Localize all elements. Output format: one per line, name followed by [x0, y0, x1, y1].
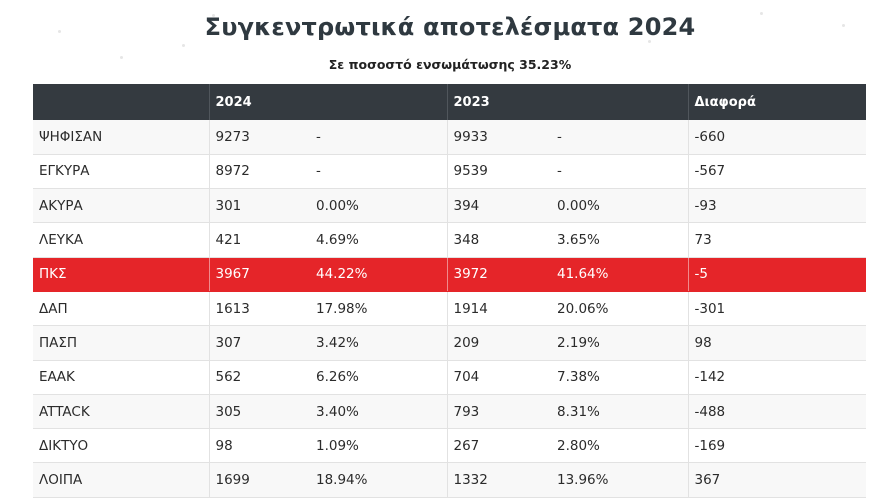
votes-2023: 9933	[446, 120, 551, 155]
table-row: ATTACK 305 3.40% 793 8.31% -488	[33, 394, 866, 430]
difference: -5	[687, 257, 866, 292]
difference: -142	[687, 360, 866, 395]
table-row: ΛΕΥΚΑ 421 4.69% 348 3.65% 73	[33, 222, 866, 258]
row-label: ΠΑΣΠ	[33, 325, 209, 361]
background-speck	[596, 21, 599, 24]
percent-2023: 41.64%	[551, 257, 688, 292]
votes-2023: 9539	[446, 154, 551, 190]
row-label: ΑΚΥΡΑ	[33, 188, 209, 224]
header-label	[33, 84, 209, 120]
votes-2024: 1699	[208, 462, 310, 498]
percent-2024: 1.09%	[310, 428, 447, 464]
background-speck	[212, 14, 215, 17]
percent-2024: 18.94%	[310, 462, 447, 498]
percent-2023: 8.31%	[551, 394, 688, 430]
percent-2024: 3.40%	[310, 394, 447, 430]
page-title: Συγκεντρωτικά αποτελέσματα 2024	[204, 13, 696, 41]
percent-2023: 7.38%	[551, 360, 688, 395]
table-row: ΔΙΚΤΥΟ 98 1.09% 267 2.80% -169	[33, 428, 866, 464]
percent-2024: 6.26%	[310, 360, 447, 395]
percent-2024: 44.22%	[310, 257, 447, 292]
percent-2023: -	[551, 120, 688, 155]
percent-2024: 0.00%	[310, 188, 447, 224]
percent-2024: -	[310, 154, 447, 190]
row-label: ΔΙΚΤΥΟ	[33, 428, 209, 464]
row-label: ΠΚΣ	[33, 257, 209, 292]
percent-2023: -	[551, 154, 688, 190]
percent-2023: 3.65%	[551, 222, 688, 258]
votes-2024: 562	[208, 360, 310, 395]
table-row: ΠΚΣ 3967 44.22% 3972 41.64% -5	[33, 257, 866, 292]
percent-2023: 0.00%	[551, 188, 688, 224]
results-table: 2024 2023 Διαφορά ΨΗΦΙΣΑΝ 9273-9933- -660 Ε…	[33, 84, 866, 498]
header-pct-2023	[551, 84, 688, 120]
difference: -301	[687, 291, 866, 327]
votes-2024: 421	[208, 222, 310, 258]
table-row: ΠΑΣΠ 307 3.42% 209 2.19% 98	[33, 325, 866, 361]
votes-2024: 8972	[208, 154, 310, 190]
votes-2023: 348	[446, 222, 551, 258]
background-speck	[760, 12, 763, 15]
percent-2024: 3.42%	[310, 325, 447, 361]
background-speck	[648, 40, 651, 43]
difference: -660	[687, 120, 866, 155]
percent-2023: 2.80%	[551, 428, 688, 464]
votes-2023: 1914	[446, 291, 551, 327]
votes-2024: 307	[208, 325, 310, 361]
table-row: ΑΚΥΡΑ 301 0.00% 394 0.00% -93	[33, 188, 866, 224]
table-header: 2024 2023 Διαφορά	[33, 84, 866, 120]
background-speck	[842, 24, 845, 27]
votes-2024: 3967	[208, 257, 310, 292]
percent-2024: -	[310, 120, 447, 155]
votes-2023: 394	[446, 188, 551, 224]
difference: 73	[687, 222, 866, 258]
row-label: ΛΟΙΠΑ	[33, 462, 209, 498]
header-difference: Διαφορά	[687, 84, 866, 120]
percent-2023: 20.06%	[551, 291, 688, 327]
difference: -488	[687, 394, 866, 430]
votes-2023: 1332	[446, 462, 551, 498]
difference: -93	[687, 188, 866, 224]
table-row: ΕΓΚΥΡΑ 8972-9539- -567	[33, 154, 866, 190]
row-label: ΕΓΚΥΡΑ	[33, 154, 209, 190]
page-subtitle: Σε ποσοστό ενσωμάτωσης 35.23%	[328, 57, 572, 72]
percent-2024: 17.98%	[310, 291, 447, 327]
table-row: ΨΗΦΙΣΑΝ 9273-9933- -660	[33, 120, 866, 155]
background-speck	[182, 44, 185, 47]
percent-2023: 2.19%	[551, 325, 688, 361]
votes-2024: 301	[208, 188, 310, 224]
votes-2024: 98	[208, 428, 310, 464]
votes-2023: 3972	[446, 257, 551, 292]
header-pct-2024	[310, 84, 447, 120]
votes-2023: 793	[446, 394, 551, 430]
difference: -169	[687, 428, 866, 464]
votes-2023: 267	[446, 428, 551, 464]
table-row: ΛΟΙΠΑ 1699 18.94% 1332 13.96% 367	[33, 462, 866, 498]
background-speck	[120, 56, 123, 59]
votes-2023: 209	[446, 325, 551, 361]
table-row: ΔΑΠ 1613 17.98% 1914 20.06% -301	[33, 291, 866, 327]
difference: -567	[687, 154, 866, 190]
difference: 98	[687, 325, 866, 361]
row-label: ΨΗΦΙΣΑΝ	[33, 120, 209, 155]
votes-2024: 9273	[208, 120, 310, 155]
votes-2023: 704	[446, 360, 551, 395]
row-label: ATTACK	[33, 394, 209, 430]
header-row: 2024 2023 Διαφορά	[33, 84, 866, 120]
percent-2023: 13.96%	[551, 462, 688, 498]
votes-2024: 305	[208, 394, 310, 430]
row-label: ΛΕΥΚΑ	[33, 222, 209, 258]
row-label: ΕΑΑΚ	[33, 360, 209, 395]
background-speck	[58, 30, 61, 33]
header-year-2024: 2024	[208, 84, 310, 120]
votes-2024: 1613	[208, 291, 310, 327]
table-body: ΨΗΦΙΣΑΝ 9273-9933- -660 ΕΓΚΥΡΑ 8972-9539- -56…	[33, 120, 866, 498]
row-label: ΔΑΠ	[33, 291, 209, 327]
percent-2024: 4.69%	[310, 222, 447, 258]
table-row: ΕΑΑΚ 562 6.26% 704 7.38% -142	[33, 360, 866, 395]
difference: 367	[687, 462, 866, 498]
header-year-2023: 2023	[446, 84, 551, 120]
